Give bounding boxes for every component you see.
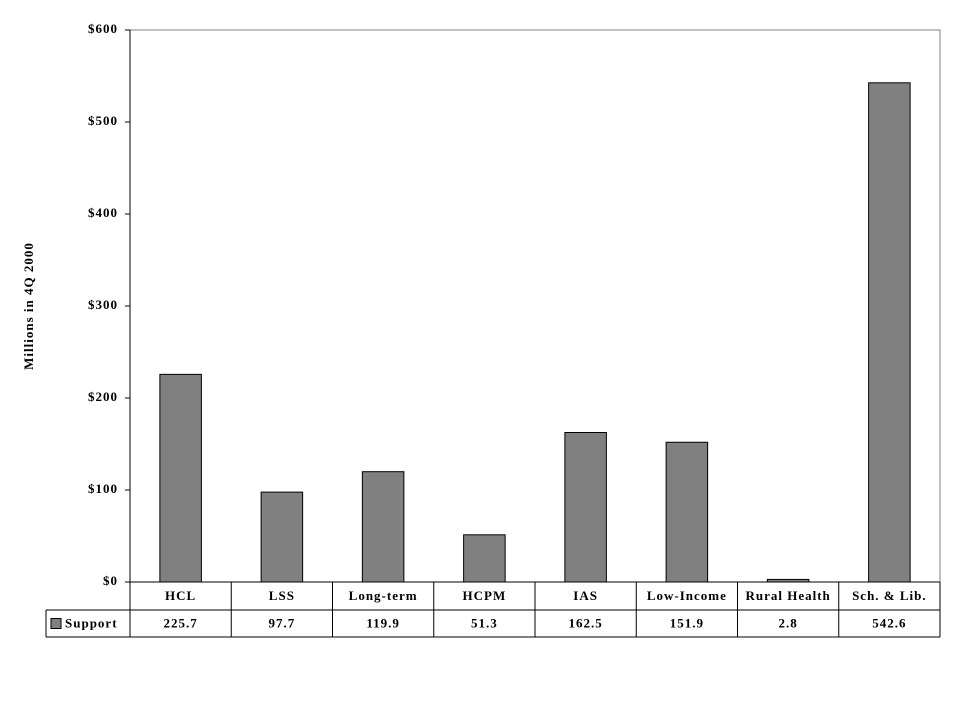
y-tick-label: $500 (88, 113, 118, 128)
y-tick-label: $600 (88, 21, 118, 36)
table-value: 542.6 (872, 615, 906, 630)
bar (868, 82, 911, 583)
legend-key (50, 618, 62, 629)
y-tick-label: $300 (88, 297, 118, 312)
y-tick-label: $200 (88, 389, 118, 404)
table-value: 151.9 (670, 615, 704, 630)
table-value: 119.9 (366, 615, 400, 630)
table-value: 51.3 (471, 615, 498, 630)
x-tick-label: IAS (573, 588, 598, 603)
table-value: 225.7 (164, 615, 198, 630)
bar (665, 441, 709, 583)
y-axis-label: Millions in 4Q 2000 (21, 242, 36, 370)
y-tick-label: $400 (88, 205, 118, 220)
table-value: 162.5 (569, 615, 603, 630)
x-tick-label: HCL (165, 588, 196, 603)
x-tick-label: HCPM (463, 588, 507, 603)
x-tick-label: Long-term (349, 588, 418, 603)
bar (564, 432, 607, 583)
y-tick-label: $0 (103, 573, 118, 588)
x-tick-label: Sch. & Lib. (852, 588, 927, 603)
bar (159, 373, 202, 583)
bar (260, 491, 304, 583)
x-tick-label: LSS (269, 588, 295, 603)
legend-label: Support (65, 615, 118, 630)
bar (361, 471, 405, 583)
x-tick-label: Low-Income (647, 588, 727, 603)
table-value: 2.8 (779, 615, 798, 630)
bar (463, 534, 506, 583)
x-tick-label: Rural Health (745, 588, 830, 603)
y-tick-label: $100 (88, 481, 118, 496)
plot-frame (129, 29, 941, 583)
table-value: 97.7 (269, 615, 296, 630)
